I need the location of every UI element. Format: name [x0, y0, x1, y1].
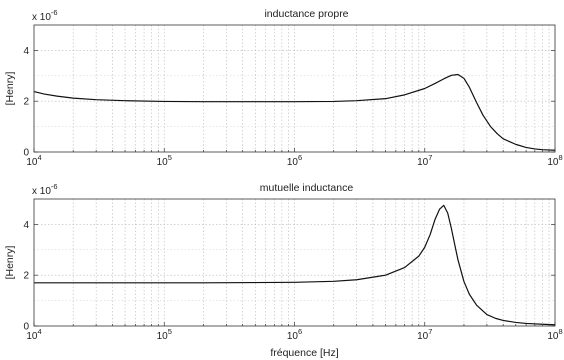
- chart-title: mutuelle inductance: [260, 182, 354, 194]
- series-line: [34, 204, 556, 326]
- y-tick-label: 0: [23, 148, 29, 159]
- x-tick-label: 106: [287, 153, 302, 168]
- chart-panel-mutuelle-inductance: 104 105 106 107 108 0 2 4 x 10-6 mutuelle inducta…: [4, 182, 563, 359]
- y-tick-label: 4: [23, 46, 29, 57]
- y-multiplier-label: x 10-6: [32, 8, 58, 23]
- y-tick-label: 2: [23, 271, 29, 282]
- x-tick-label: 106: [287, 327, 302, 342]
- x-tick-label: 108: [547, 153, 562, 168]
- y-tick-label: 4: [23, 220, 29, 231]
- chart-title: inductance propre: [264, 8, 348, 20]
- y-axis-label: [Henry]: [4, 71, 16, 105]
- x-tick-label: 105: [157, 153, 172, 168]
- y-axis-label: [Henry]: [4, 245, 16, 279]
- y-tick-label: 0: [23, 322, 29, 333]
- x-tick-label: 108: [547, 327, 562, 342]
- y-tick-label: 2: [23, 97, 29, 108]
- x-tick-label: 105: [157, 327, 172, 342]
- x-axis-label: fréquence [Hz]: [270, 347, 338, 359]
- x-tick-label: 104: [26, 327, 41, 342]
- y-multiplier-label: x 10-6: [32, 182, 58, 197]
- x-tick-label: 107: [417, 327, 432, 342]
- chart-panel-inductance-propre: 104 105 106 107 108 0 2 4 x 10-6 inductance propr…: [4, 8, 563, 168]
- x-tick-label: 104: [26, 153, 41, 168]
- x-tick-label: 107: [417, 153, 432, 168]
- series-line: [33, 73, 556, 151]
